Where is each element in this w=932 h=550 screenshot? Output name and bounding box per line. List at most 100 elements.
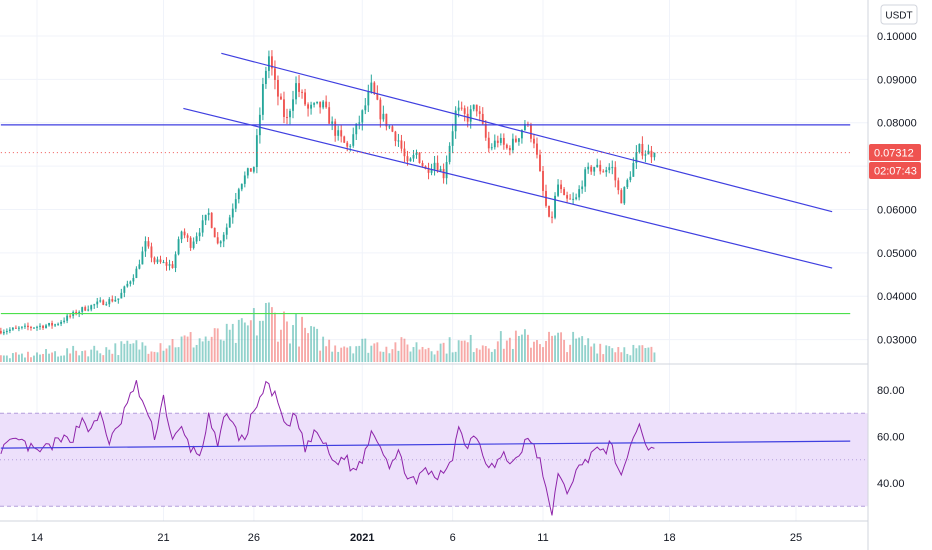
volume-bar bbox=[270, 307, 273, 362]
candle-body bbox=[590, 166, 593, 172]
volume-bar bbox=[57, 356, 60, 362]
candle-body bbox=[144, 241, 147, 252]
candle-body bbox=[511, 138, 514, 151]
candle-body bbox=[572, 198, 575, 200]
candle-body bbox=[243, 175, 246, 184]
candle-body bbox=[370, 82, 373, 92]
volume-bar bbox=[611, 348, 614, 362]
volume-bar bbox=[475, 348, 478, 362]
rsi-trendline[interactable] bbox=[0, 440, 851, 449]
candle-body bbox=[165, 262, 168, 266]
volume-bar bbox=[427, 347, 430, 362]
volume-bar bbox=[108, 349, 111, 362]
volume-bar bbox=[629, 355, 632, 362]
currency-button[interactable]: USDT bbox=[880, 4, 918, 25]
candle-body bbox=[490, 147, 493, 149]
candle-body bbox=[328, 107, 331, 124]
candle-body bbox=[451, 131, 454, 146]
volume-bar bbox=[90, 349, 93, 362]
time-axis[interactable]: 14 21 26 2021 6 11 18 25 bbox=[31, 532, 802, 544]
volume-bar bbox=[542, 347, 544, 362]
volume-bar bbox=[135, 340, 138, 362]
volume-bar bbox=[177, 347, 180, 362]
volume-bar bbox=[517, 335, 520, 362]
candle-body bbox=[298, 83, 300, 92]
volume-bar bbox=[280, 329, 282, 362]
volume-bar bbox=[523, 329, 526, 362]
volume-bar bbox=[150, 351, 153, 362]
lower-channel-line[interactable] bbox=[183, 107, 833, 269]
candle-body bbox=[533, 138, 535, 144]
candle-body bbox=[445, 162, 448, 179]
volume-bar bbox=[599, 343, 602, 362]
trend-drawings[interactable] bbox=[0, 52, 851, 315]
time-tick-label: 26 bbox=[248, 532, 260, 544]
candle-body bbox=[433, 162, 436, 170]
volume-bar bbox=[48, 353, 50, 362]
volume-bar bbox=[126, 340, 129, 362]
candle-body bbox=[27, 325, 29, 328]
volume-bar bbox=[584, 345, 587, 362]
bar-countdown: 02:07:43 bbox=[874, 166, 917, 178]
volume-bar bbox=[554, 335, 556, 362]
volume-bar bbox=[361, 338, 364, 362]
volume-bar bbox=[60, 355, 63, 362]
volume-bar bbox=[385, 346, 388, 362]
candle-body bbox=[138, 264, 141, 269]
upper-channel-line[interactable] bbox=[221, 52, 833, 213]
candle-body bbox=[514, 138, 517, 142]
volume-bar bbox=[249, 320, 252, 362]
candle-body bbox=[337, 130, 340, 136]
volume-bar bbox=[641, 345, 644, 362]
candle-body bbox=[114, 299, 117, 302]
volume-bar bbox=[75, 350, 78, 362]
volume-bar bbox=[51, 352, 53, 362]
candle-body bbox=[493, 140, 496, 148]
candle-body bbox=[192, 241, 195, 248]
volume-bar bbox=[337, 351, 340, 362]
volume-bar bbox=[316, 328, 319, 362]
volume-bar bbox=[578, 337, 581, 362]
volume-bar bbox=[234, 342, 237, 362]
volume-bar bbox=[283, 311, 285, 362]
candle-body bbox=[310, 104, 313, 109]
price-tick-label: 0.03000 bbox=[877, 335, 917, 347]
candle-body bbox=[261, 84, 264, 115]
candle-body bbox=[201, 220, 204, 233]
candle-body bbox=[388, 126, 391, 128]
volume-bar bbox=[307, 333, 310, 362]
volume-bar bbox=[451, 352, 454, 362]
candle-body bbox=[75, 311, 78, 314]
candle-body bbox=[17, 327, 20, 329]
candle-body bbox=[560, 184, 563, 190]
price-tick-label: 0.05000 bbox=[877, 248, 917, 260]
volume-bar bbox=[484, 346, 487, 362]
candle-body bbox=[69, 315, 72, 317]
candle-body bbox=[180, 231, 183, 240]
volume-bar bbox=[219, 339, 222, 362]
volume-bar bbox=[21, 353, 23, 362]
candle-body bbox=[84, 307, 87, 311]
candle-body bbox=[90, 305, 93, 310]
volume-bar bbox=[505, 340, 508, 362]
candle-body bbox=[463, 108, 466, 114]
candle-body bbox=[587, 166, 590, 170]
volume-bar bbox=[2, 355, 5, 362]
candle-body bbox=[349, 145, 352, 147]
volume-bar bbox=[27, 351, 29, 362]
volume-bar bbox=[120, 341, 123, 362]
volume-bar bbox=[180, 336, 183, 362]
volume-bar bbox=[174, 347, 177, 362]
volume-bar bbox=[45, 349, 47, 362]
volume-bar bbox=[334, 345, 337, 362]
price-axis[interactable]: 0.10000 0.09000 0.08000 0.06000 0.05000 0.040… bbox=[877, 31, 917, 347]
volume-bar bbox=[490, 351, 493, 362]
volume-bar bbox=[5, 355, 8, 362]
candle-body bbox=[478, 111, 481, 114]
rsi-indicator bbox=[0, 380, 851, 516]
volume-bar bbox=[605, 345, 608, 362]
candle-body bbox=[99, 300, 102, 302]
volume-bar bbox=[587, 338, 590, 362]
candle-body bbox=[647, 150, 650, 155]
